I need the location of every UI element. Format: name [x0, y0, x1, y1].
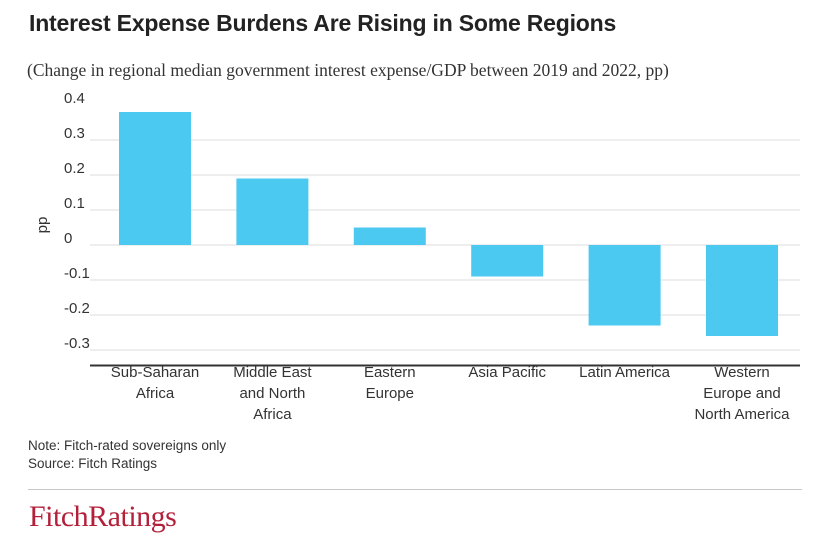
x-tick-label: North America [694, 406, 790, 423]
x-tick-label: Latin America [579, 364, 671, 381]
fitch-ratings-logo: FitchRatings [29, 500, 177, 533]
bar-chart: 0.4 0.3 0.2 0.1 0 -0.1 -0.2 -0.3 pp Sub-Saharan… [34, 90, 800, 423]
x-tick-label: Europe [366, 385, 414, 402]
bar [236, 178, 309, 245]
y-tick-label: 0.1 [64, 195, 85, 212]
x-tick-label: Sub-Saharan [111, 364, 199, 381]
x-tick-label: Europe and [703, 385, 781, 402]
y-tick-label: 0 [64, 230, 72, 247]
x-tick-label: Africa [136, 385, 175, 402]
bar [706, 245, 778, 336]
y-tick-label: 0.3 [64, 125, 85, 142]
y-axis-label: pp [34, 217, 51, 234]
y-tick-label: 0.4 [64, 90, 85, 107]
bar [471, 245, 544, 277]
grid-lines [90, 139, 800, 351]
x-tick-label: Middle East [233, 364, 312, 381]
bar [119, 112, 191, 245]
x-tick-label: Western [714, 364, 770, 381]
y-tick-label: 0.2 [64, 160, 85, 177]
y-tick-label: -0.1 [64, 265, 90, 282]
x-tick-label: Eastern [364, 364, 416, 381]
bars [119, 112, 778, 336]
x-tick-label: and North [239, 385, 305, 402]
y-tick-labels: 0.4 0.3 0.2 0.1 0 -0.1 -0.2 -0.3 [64, 90, 90, 352]
footer-divider [28, 489, 802, 490]
x-tick-label: Asia Pacific [468, 364, 546, 381]
bar [588, 245, 661, 326]
source-note: Source: Fitch Ratings [28, 456, 158, 471]
x-tick-label: Africa [253, 406, 292, 423]
chart-subtitle: (Change in regional median government in… [27, 60, 669, 80]
y-tick-label: -0.3 [64, 335, 90, 352]
bar [353, 227, 426, 245]
x-tick-labels: Sub-Saharan Africa Middle East and North Afr… [111, 364, 790, 423]
y-tick-label: -0.2 [64, 300, 90, 317]
footnote: Note: Fitch-rated sovereigns only [28, 438, 227, 453]
chart-title: Interest Expense Burdens Are Rising in S… [29, 10, 617, 36]
